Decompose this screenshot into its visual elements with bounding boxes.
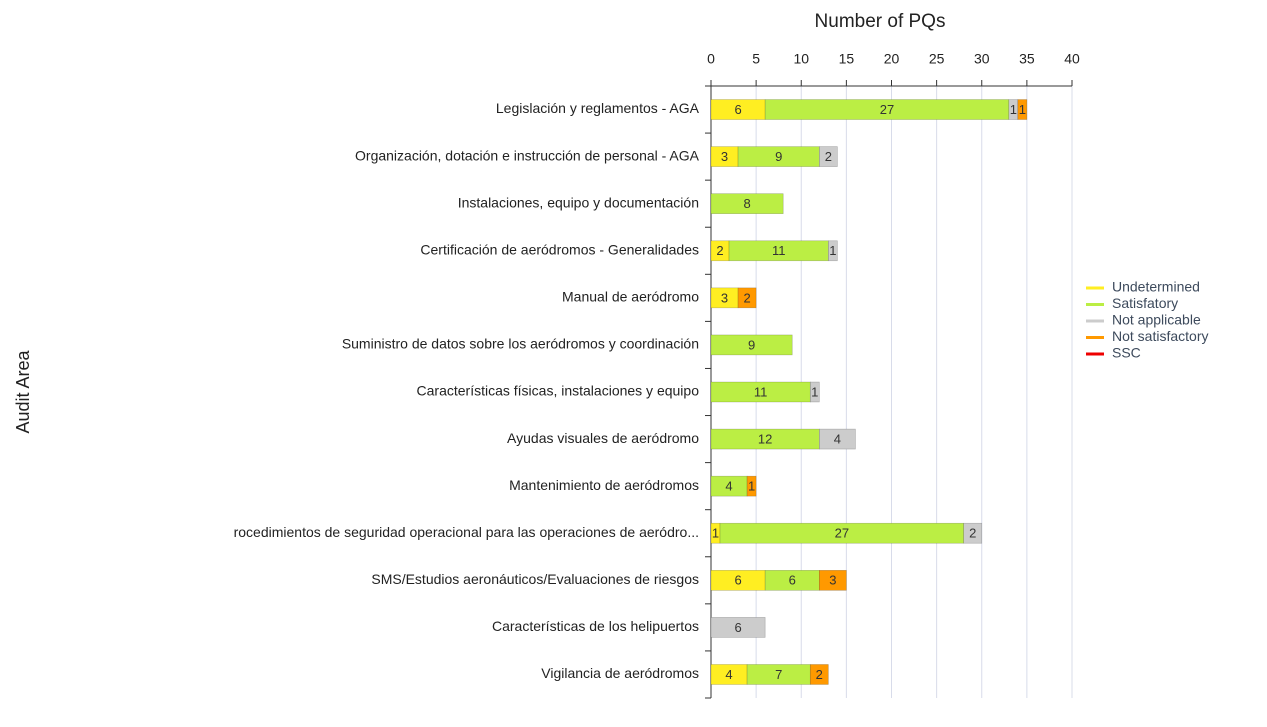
- bar-segment: [737, 287, 757, 309]
- data-label: 1: [1019, 102, 1026, 117]
- y-axis-label: Audit Area: [13, 349, 33, 433]
- y-tick-label: Instalaciones, equipo y documentación: [458, 194, 699, 210]
- x-tick-label: 40: [1064, 51, 1080, 67]
- data-label: 2: [716, 243, 723, 258]
- x-tick-label: 20: [884, 51, 900, 67]
- bar-segment: [1017, 99, 1028, 120]
- data-label: 11: [754, 384, 768, 399]
- data-label: 6: [734, 102, 741, 117]
- bar-segment: [809, 664, 829, 685]
- y-tick-label: Características físicas, instalaciones y…: [417, 383, 700, 399]
- data-label: 7: [775, 667, 782, 682]
- bar-segment: [963, 522, 983, 544]
- bar-segment: [818, 570, 847, 591]
- data-label: 3: [829, 573, 836, 588]
- x-tick-label: 25: [929, 51, 945, 67]
- x-tick-label: 35: [1019, 51, 1035, 67]
- y-tick-label: Mantenimiento de aeródromos: [509, 477, 699, 493]
- bar-segment: [710, 334, 793, 356]
- y-tick-label: Suministro de datos sobre los aeródromos…: [342, 336, 699, 352]
- y-tick-label: rocedimientos de seguridad operacional p…: [234, 524, 699, 540]
- y-tick-label: SMS/Estudios aeronáuticos/Evaluaciones d…: [371, 571, 699, 587]
- legend-label: Satisfatory: [1112, 295, 1178, 311]
- legend-label: SSC: [1112, 345, 1141, 361]
- y-tick-label: Legislación y reglamentos - AGA: [496, 100, 700, 116]
- data-label: 6: [734, 573, 741, 588]
- bar-segment: [710, 193, 784, 214]
- data-label: 2: [969, 526, 976, 541]
- bar-segment: [828, 240, 838, 262]
- data-label: 2: [816, 667, 823, 682]
- bar-segment: [818, 146, 838, 167]
- y-tick-label: Manual de aeródromo: [562, 289, 699, 305]
- data-label: 4: [725, 667, 732, 682]
- data-label: 9: [748, 337, 755, 352]
- bar-segment: [710, 617, 766, 638]
- y-tick-label: Organización, dotación e instrucción de …: [355, 147, 700, 163]
- data-label: 1: [811, 384, 818, 399]
- data-label: 8: [743, 196, 750, 211]
- data-label: 12: [758, 432, 772, 447]
- bar-segment: [746, 664, 811, 685]
- data-label: 2: [825, 149, 832, 164]
- data-label: 1: [712, 526, 719, 541]
- x-tick-label: 0: [707, 51, 715, 67]
- legend-label: Undetermined: [1112, 279, 1200, 295]
- legend-label: Not applicable: [1112, 312, 1201, 328]
- y-tick-label: Características de los helipuertos: [492, 618, 699, 634]
- data-label: 3: [721, 149, 728, 164]
- x-tick-label: 30: [974, 51, 990, 67]
- bar-segment: [809, 381, 820, 403]
- y-tick-label: Vigilancia de aeródromos: [541, 665, 699, 681]
- data-label: 3: [721, 290, 728, 305]
- data-label: 1: [1010, 102, 1017, 117]
- x-tick-label: 5: [752, 51, 760, 67]
- data-label: 27: [835, 526, 849, 541]
- y-tick-label: Ayudas visuales de aeródromo: [507, 430, 699, 446]
- y-tick-label: Certificación de aeródromos - Generalida…: [420, 241, 699, 257]
- data-label: 1: [829, 243, 836, 258]
- data-label: 6: [734, 620, 741, 635]
- data-label: 27: [880, 102, 894, 117]
- data-label: 1: [748, 479, 755, 494]
- chart-title: Number of PQs: [815, 11, 946, 32]
- x-tick-label: 10: [793, 51, 809, 67]
- data-label: 4: [725, 479, 732, 494]
- x-tick-label: 15: [839, 51, 855, 67]
- bar-segment: [746, 475, 757, 497]
- data-label: 2: [743, 290, 750, 305]
- data-label: 6: [789, 573, 796, 588]
- data-label: 9: [775, 149, 782, 164]
- bar-segment: [818, 428, 856, 450]
- data-label: 4: [834, 432, 841, 447]
- legend-label: Not satisfactory: [1112, 328, 1208, 344]
- data-label: 11: [772, 243, 786, 258]
